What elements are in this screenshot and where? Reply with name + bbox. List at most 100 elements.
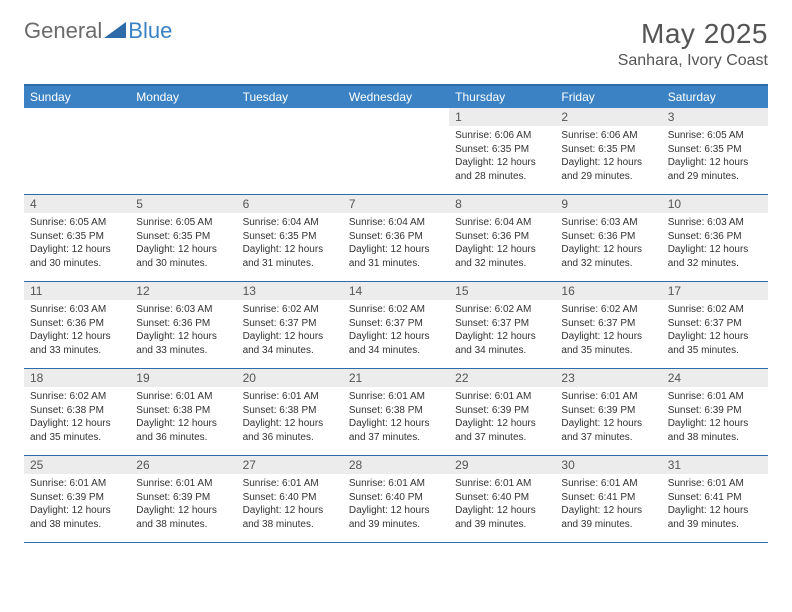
weekday-saturday: Saturday — [662, 86, 768, 108]
day-body: Sunrise: 6:01 AMSunset: 6:38 PMDaylight:… — [237, 387, 343, 448]
week-row: 18Sunrise: 6:02 AMSunset: 6:38 PMDayligh… — [24, 369, 768, 456]
daylight-line: Daylight: 12 hours and 28 minutes. — [455, 156, 549, 183]
day-number: 7 — [343, 195, 449, 213]
daylight-line: Daylight: 12 hours and 29 minutes. — [668, 156, 762, 183]
day-number: 23 — [555, 369, 661, 387]
sunrise-line: Sunrise: 6:01 AM — [668, 390, 762, 404]
daylight-line: Daylight: 12 hours and 39 minutes. — [455, 504, 549, 531]
weekday-header-row: SundayMondayTuesdayWednesdayThursdayFrid… — [24, 86, 768, 108]
daylight-line: Daylight: 12 hours and 32 minutes. — [455, 243, 549, 270]
daylight-line: Daylight: 12 hours and 34 minutes. — [455, 330, 549, 357]
day-cell — [130, 108, 236, 194]
sunset-line: Sunset: 6:37 PM — [455, 317, 549, 331]
sunset-line: Sunset: 6:39 PM — [136, 491, 230, 505]
day-cell: 19Sunrise: 6:01 AMSunset: 6:38 PMDayligh… — [130, 369, 236, 455]
day-cell: 1Sunrise: 6:06 AMSunset: 6:35 PMDaylight… — [449, 108, 555, 194]
day-number: 14 — [343, 282, 449, 300]
daylight-line: Daylight: 12 hours and 37 minutes. — [561, 417, 655, 444]
day-body: Sunrise: 6:03 AMSunset: 6:36 PMDaylight:… — [130, 300, 236, 361]
sunset-line: Sunset: 6:41 PM — [561, 491, 655, 505]
day-cell: 26Sunrise: 6:01 AMSunset: 6:39 PMDayligh… — [130, 456, 236, 542]
day-number: 3 — [662, 108, 768, 126]
day-body: Sunrise: 6:01 AMSunset: 6:41 PMDaylight:… — [555, 474, 661, 535]
day-body: Sunrise: 6:03 AMSunset: 6:36 PMDaylight:… — [555, 213, 661, 274]
sunrise-line: Sunrise: 6:01 AM — [30, 477, 124, 491]
sunrise-line: Sunrise: 6:06 AM — [455, 129, 549, 143]
day-cell: 9Sunrise: 6:03 AMSunset: 6:36 PMDaylight… — [555, 195, 661, 281]
daylight-line: Daylight: 12 hours and 39 minutes. — [561, 504, 655, 531]
sunset-line: Sunset: 6:35 PM — [668, 143, 762, 157]
daylight-line: Daylight: 12 hours and 30 minutes. — [30, 243, 124, 270]
sunset-line: Sunset: 6:36 PM — [30, 317, 124, 331]
day-cell: 2Sunrise: 6:06 AMSunset: 6:35 PMDaylight… — [555, 108, 661, 194]
day-body: Sunrise: 6:03 AMSunset: 6:36 PMDaylight:… — [662, 213, 768, 274]
sunset-line: Sunset: 6:38 PM — [243, 404, 337, 418]
daylight-line: Daylight: 12 hours and 38 minutes. — [30, 504, 124, 531]
sunrise-line: Sunrise: 6:01 AM — [561, 477, 655, 491]
sunset-line: Sunset: 6:35 PM — [136, 230, 230, 244]
day-number: 28 — [343, 456, 449, 474]
daylight-line: Daylight: 12 hours and 33 minutes. — [136, 330, 230, 357]
day-cell: 16Sunrise: 6:02 AMSunset: 6:37 PMDayligh… — [555, 282, 661, 368]
weekday-sunday: Sunday — [24, 86, 130, 108]
day-number: 9 — [555, 195, 661, 213]
day-cell: 8Sunrise: 6:04 AMSunset: 6:36 PMDaylight… — [449, 195, 555, 281]
sunset-line: Sunset: 6:37 PM — [561, 317, 655, 331]
daylight-line: Daylight: 12 hours and 38 minutes. — [668, 417, 762, 444]
daylight-line: Daylight: 12 hours and 34 minutes. — [243, 330, 337, 357]
day-cell: 29Sunrise: 6:01 AMSunset: 6:40 PMDayligh… — [449, 456, 555, 542]
day-body: Sunrise: 6:04 AMSunset: 6:36 PMDaylight:… — [449, 213, 555, 274]
day-cell: 25Sunrise: 6:01 AMSunset: 6:39 PMDayligh… — [24, 456, 130, 542]
sunset-line: Sunset: 6:37 PM — [243, 317, 337, 331]
sunset-line: Sunset: 6:39 PM — [30, 491, 124, 505]
week-row: 4Sunrise: 6:05 AMSunset: 6:35 PMDaylight… — [24, 195, 768, 282]
sunrise-line: Sunrise: 6:01 AM — [455, 477, 549, 491]
page-title: May 2025 — [618, 18, 768, 50]
sunset-line: Sunset: 6:35 PM — [30, 230, 124, 244]
daylight-line: Daylight: 12 hours and 39 minutes. — [349, 504, 443, 531]
daylight-line: Daylight: 12 hours and 30 minutes. — [136, 243, 230, 270]
day-body: Sunrise: 6:01 AMSunset: 6:40 PMDaylight:… — [343, 474, 449, 535]
week-row: 25Sunrise: 6:01 AMSunset: 6:39 PMDayligh… — [24, 456, 768, 543]
sunrise-line: Sunrise: 6:02 AM — [455, 303, 549, 317]
header: General Blue May 2025 Sanhara, Ivory Coa… — [0, 0, 792, 78]
sunset-line: Sunset: 6:36 PM — [349, 230, 443, 244]
header-right: May 2025 Sanhara, Ivory Coast — [618, 18, 768, 70]
daylight-line: Daylight: 12 hours and 37 minutes. — [349, 417, 443, 444]
daylight-line: Daylight: 12 hours and 31 minutes. — [243, 243, 337, 270]
daylight-line: Daylight: 12 hours and 36 minutes. — [136, 417, 230, 444]
sunrise-line: Sunrise: 6:05 AM — [668, 129, 762, 143]
day-number: 11 — [24, 282, 130, 300]
day-cell: 5Sunrise: 6:05 AMSunset: 6:35 PMDaylight… — [130, 195, 236, 281]
day-body: Sunrise: 6:02 AMSunset: 6:38 PMDaylight:… — [24, 387, 130, 448]
day-number: 20 — [237, 369, 343, 387]
day-number: 16 — [555, 282, 661, 300]
day-number: 4 — [24, 195, 130, 213]
day-cell: 23Sunrise: 6:01 AMSunset: 6:39 PMDayligh… — [555, 369, 661, 455]
day-body: Sunrise: 6:03 AMSunset: 6:36 PMDaylight:… — [24, 300, 130, 361]
sunrise-line: Sunrise: 6:02 AM — [349, 303, 443, 317]
day-number: 5 — [130, 195, 236, 213]
sunset-line: Sunset: 6:38 PM — [30, 404, 124, 418]
sunrise-line: Sunrise: 6:03 AM — [561, 216, 655, 230]
sunset-line: Sunset: 6:36 PM — [455, 230, 549, 244]
weekday-tuesday: Tuesday — [237, 86, 343, 108]
day-number: 29 — [449, 456, 555, 474]
daylight-line: Daylight: 12 hours and 35 minutes. — [561, 330, 655, 357]
sunset-line: Sunset: 6:39 PM — [668, 404, 762, 418]
sunrise-line: Sunrise: 6:04 AM — [243, 216, 337, 230]
day-cell: 14Sunrise: 6:02 AMSunset: 6:37 PMDayligh… — [343, 282, 449, 368]
day-cell: 24Sunrise: 6:01 AMSunset: 6:39 PMDayligh… — [662, 369, 768, 455]
day-cell: 13Sunrise: 6:02 AMSunset: 6:37 PMDayligh… — [237, 282, 343, 368]
daylight-line: Daylight: 12 hours and 38 minutes. — [243, 504, 337, 531]
sunrise-line: Sunrise: 6:02 AM — [30, 390, 124, 404]
sunset-line: Sunset: 6:37 PM — [349, 317, 443, 331]
sunset-line: Sunset: 6:37 PM — [668, 317, 762, 331]
sunrise-line: Sunrise: 6:01 AM — [561, 390, 655, 404]
sunrise-line: Sunrise: 6:06 AM — [561, 129, 655, 143]
sunset-line: Sunset: 6:40 PM — [243, 491, 337, 505]
day-body: Sunrise: 6:06 AMSunset: 6:35 PMDaylight:… — [555, 126, 661, 187]
day-cell: 27Sunrise: 6:01 AMSunset: 6:40 PMDayligh… — [237, 456, 343, 542]
sunrise-line: Sunrise: 6:01 AM — [455, 390, 549, 404]
day-body: Sunrise: 6:01 AMSunset: 6:39 PMDaylight:… — [449, 387, 555, 448]
